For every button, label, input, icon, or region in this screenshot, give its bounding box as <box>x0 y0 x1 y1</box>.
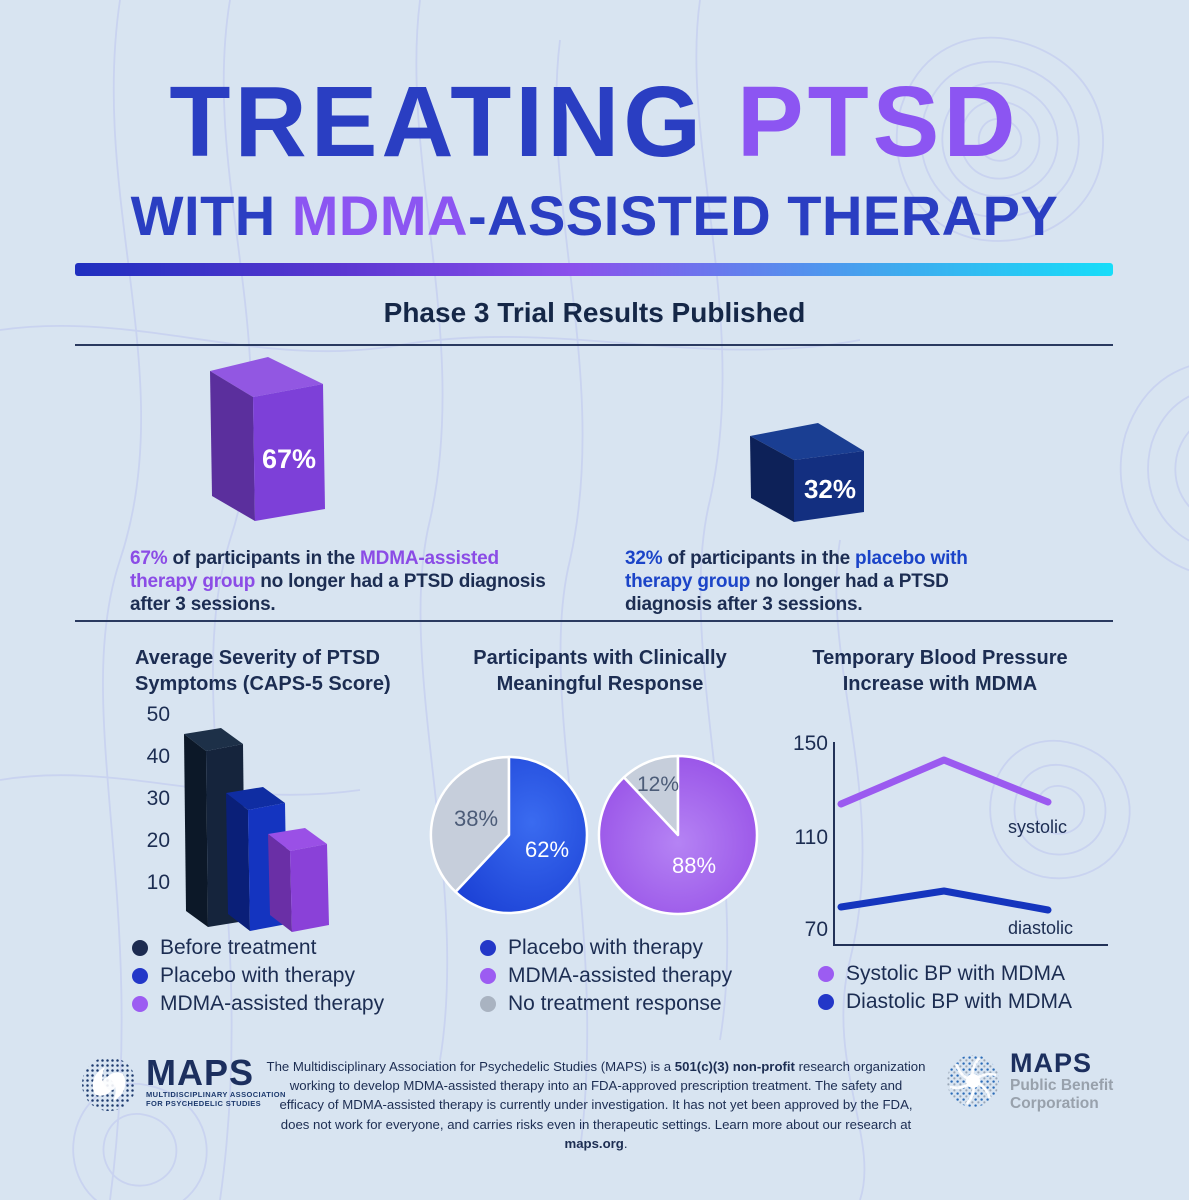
title-word-ptsd: PTSD <box>736 66 1020 178</box>
response-pie-charts: 38% 62% 12% 88% <box>429 754 759 916</box>
legend-item-no-response: No treatment response <box>480 992 732 1015</box>
bar-ytick-30: 30 <box>147 787 170 810</box>
maps-wordmark: MAPS <box>146 1052 255 1094</box>
bar-chart-title: Average Severity of PTSD Symptoms (CAPS-… <box>135 647 391 695</box>
blue-dot-icon <box>480 940 496 956</box>
gradient-divider <box>75 263 1113 276</box>
pbc-sub-line1: Public Benefit <box>1010 1077 1114 1095</box>
systolic-inline-label: systolic <box>1008 817 1067 837</box>
pie-chart-title: Participants with Clinically Meaningful … <box>473 647 727 695</box>
pie2-gray-label: 12% <box>637 773 679 796</box>
legend-item-systolic: Systolic BP with MDMA <box>818 962 1072 985</box>
line-chart-title: Temporary Blood Pressure Increase with M… <box>812 647 1068 695</box>
legend-label: Placebo with therapy <box>160 964 355 987</box>
legend-item-placebo-therapy: Placebo with therapy <box>480 936 732 959</box>
placebo-stat-text: 32% of participants in the placebo with … <box>625 547 977 617</box>
legend-label: No treatment response <box>508 992 722 1015</box>
caps5-bar-chart: 50 40 30 20 10 <box>147 703 329 932</box>
legend-label: MDMA-assisted therapy <box>160 992 385 1015</box>
systolic-line <box>837 756 1052 808</box>
pie-chart-legend: Placebo with therapy MDMA-assisted thera… <box>480 936 733 1015</box>
placebo-stat-highlight: placebo with therapy group <box>625 548 968 593</box>
legend-item-mdma-therapy: MDMA-assisted therapy <box>480 964 733 987</box>
bar-ytick-20: 20 <box>147 829 170 852</box>
mdma-stat-mid: of participants in the <box>167 548 361 569</box>
disclaimer-mapsorg: maps.org <box>564 1135 624 1151</box>
legend-item-before-treatment: Before treatment <box>132 936 384 959</box>
pie2-purple-label: 88% <box>672 853 716 878</box>
pie-placebo-response: 38% 62% <box>429 755 589 915</box>
mdma-cube-value: 67% <box>262 444 316 474</box>
diastolic-inline-label: diastolic <box>1008 918 1073 938</box>
mdma-stat-percent: 67% <box>130 548 168 569</box>
section-banner: Phase 3 Trial Results Published <box>383 297 806 328</box>
bar-ytick-10: 10 <box>147 871 170 894</box>
bar-chart-legend: Before treatment Placebo with therapy MD… <box>132 936 385 1015</box>
pie1-blue-label: 62% <box>525 837 569 862</box>
page-title: TREATING PTSD <box>0 72 1189 172</box>
divider-line-middle <box>75 620 1113 622</box>
subtitle-word-mdma: MDMA <box>291 184 468 247</box>
legend-item-placebo-therapy: Placebo with therapy <box>132 964 384 987</box>
maps-sub-line1: MULTIDISCIPLINARY ASSOCIATION <box>146 1089 286 1099</box>
line-ytick-110: 110 <box>795 826 828 849</box>
blood-pressure-line-chart: 150 110 70 systolic diastolic <box>793 732 1108 946</box>
mdma-stat-suffix: no longer had a PTSD diagnosis after 3 s… <box>130 571 546 616</box>
diastolic-line <box>837 887 1052 914</box>
placebo-stat-percent: 32% <box>625 548 663 569</box>
bar-ytick-50: 50 <box>147 703 170 726</box>
purple-dot-icon <box>480 968 496 984</box>
line-ytick-150: 150 <box>793 732 828 755</box>
legend-label: Diastolic BP with MDMA <box>846 990 1072 1013</box>
placebo-result-cube: 32% <box>750 423 864 522</box>
placebo-stat-suffix: no longer had a PTSD diagnosis after 3 s… <box>625 571 949 616</box>
purple-dot-icon <box>818 966 834 982</box>
line-chart-axes <box>833 742 1108 946</box>
legend-label: Placebo with therapy <box>508 936 703 959</box>
subtitle-word-with: WITH <box>130 184 292 247</box>
blue-dot-icon <box>132 968 148 984</box>
maps-globe-icon <box>82 1057 136 1111</box>
line-chart-legend: Systolic BP with MDMA Diastolic BP with … <box>818 962 1072 1013</box>
bar-ytick-40: 40 <box>147 745 170 768</box>
legend-item-diastolic: Diastolic BP with MDMA <box>818 990 1072 1013</box>
divider-line-top <box>75 344 1113 346</box>
pie1-gray-label: 38% <box>454 806 498 831</box>
page-subtitle: WITH MDMA-ASSISTED THERAPY <box>0 188 1189 244</box>
pie-mdma-response: 12% 88% <box>597 754 759 916</box>
navy-dot-icon <box>132 940 148 956</box>
disclaimer-segment: The Multidisciplinary Association for Ps… <box>266 1059 675 1075</box>
maps-pbc-wordmark: MAPS <box>1010 1048 1093 1079</box>
disclaimer-segment: . <box>623 1135 628 1151</box>
line-ytick-70: 70 <box>805 918 828 941</box>
gray-dot-icon <box>480 996 496 1012</box>
bar-mdma-therapy <box>268 828 329 932</box>
placebo-stat-mid: of participants in the <box>662 548 856 569</box>
subtitle-word-assisted-therapy: -ASSISTED THERAPY <box>467 184 1059 247</box>
mdma-stat-text: 67% of participants in the MDMA-assisted… <box>130 547 570 617</box>
mdma-result-cube: 67% <box>210 357 325 521</box>
mdma-stat-highlight: MDMA-assisted therapy group <box>130 548 499 593</box>
purple-dot-icon <box>132 996 148 1012</box>
disclaimer-segment: research organization working to develop… <box>279 1059 926 1132</box>
legend-label: Systolic BP with MDMA <box>846 962 1065 985</box>
pbc-sub-line2: Corporation <box>1010 1094 1099 1112</box>
maps-logo: MAPS MULTIDISCIPLINARY ASSOCIATION FOR P… <box>80 1048 286 1118</box>
legend-label: MDMA-assisted therapy <box>508 964 733 987</box>
title-word-treating: TREATING <box>169 66 706 178</box>
maps-pbc-logo: MAPS Public Benefit Corporation <box>944 1050 1113 1112</box>
placebo-cube-value: 32% <box>804 474 856 504</box>
blue-dot-icon <box>818 994 834 1010</box>
disclaimer-nonprofit: 501(c)(3) non-profit <box>674 1059 795 1075</box>
legend-label: Before treatment <box>160 936 317 959</box>
legend-item-mdma-therapy: MDMA-assisted therapy <box>132 992 385 1015</box>
footer-disclaimer: The Multidisciplinary Association for Ps… <box>266 1057 926 1153</box>
maps-sub-line2: FOR PSYCHEDELIC STUDIES <box>146 1099 262 1109</box>
maps-spiral-icon <box>947 1055 999 1107</box>
